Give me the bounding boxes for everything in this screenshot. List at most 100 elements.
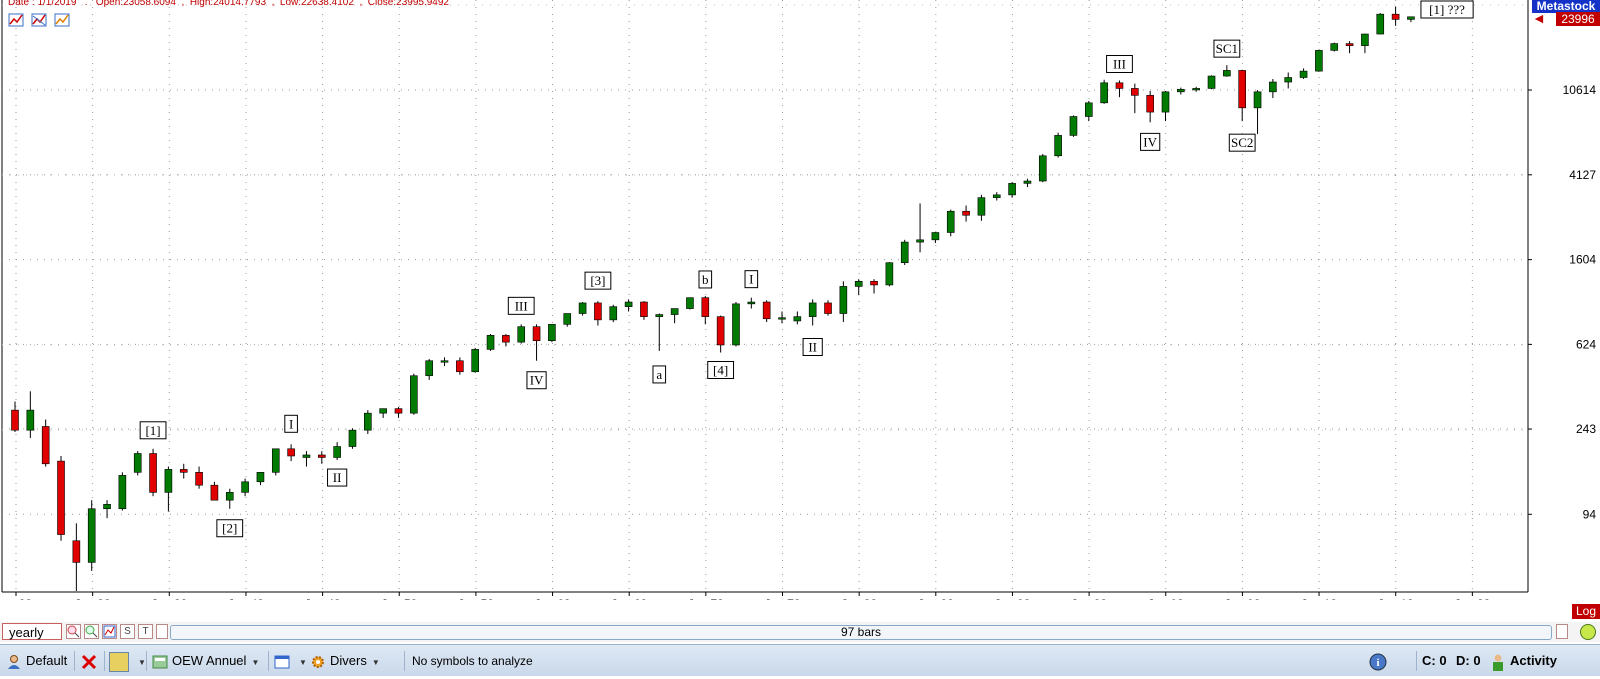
svg-text:i: i xyxy=(1376,657,1379,669)
wave-label: I xyxy=(744,270,759,289)
candle xyxy=(1361,33,1369,54)
candle xyxy=(778,311,786,324)
window-dropdown[interactable]: ▼ xyxy=(274,650,307,672)
candle-body-up xyxy=(1100,82,1108,104)
wave-label-text: b xyxy=(702,272,709,287)
candle xyxy=(962,205,970,222)
candle xyxy=(179,463,188,479)
candle xyxy=(977,194,986,221)
wave-label-box xyxy=(584,271,612,290)
candle-body-down xyxy=(1131,88,1139,96)
wave-label-text: [2] xyxy=(222,521,237,536)
d-count: D: 0 xyxy=(1456,653,1481,668)
candle xyxy=(532,324,541,361)
wave-label-box xyxy=(1420,0,1474,19)
status-text: No symbols to analyze xyxy=(412,654,533,668)
candle xyxy=(808,299,817,326)
wave-label-text: II xyxy=(333,470,342,485)
candle-body-down xyxy=(210,484,219,501)
layout-dropdown[interactable]: OEW Annuel ▼ xyxy=(152,650,259,672)
bars-count: 97 bars xyxy=(840,625,882,639)
candle xyxy=(471,347,480,373)
wave-label-box xyxy=(327,468,348,487)
s-button[interactable]: S xyxy=(120,624,135,639)
divers-dropdown[interactable]: Divers ▼ xyxy=(310,650,380,672)
wave-label-box xyxy=(802,338,823,357)
time-tick-label: Jan 48 xyxy=(305,597,341,600)
last-price-arrow-icon: ◄ xyxy=(1532,10,1546,26)
candle-body-up xyxy=(225,492,234,501)
price-tick-label: 4127 xyxy=(1569,168,1596,182)
candle-body-up xyxy=(486,335,495,350)
period-selector[interactable]: yearly xyxy=(2,623,62,640)
candle-body-up xyxy=(1284,77,1293,83)
activity-button[interactable]: Activity xyxy=(1490,650,1557,672)
candle-body-down xyxy=(394,408,403,414)
candle xyxy=(640,301,648,320)
log-scale-button[interactable]: Log xyxy=(1572,604,1600,619)
candle xyxy=(364,410,372,434)
zoom-in-icon[interactable] xyxy=(84,624,99,639)
candle xyxy=(11,401,19,433)
candle-body-down xyxy=(1345,43,1354,46)
candle xyxy=(931,232,940,244)
candle xyxy=(1054,132,1062,158)
toolbar-separator xyxy=(146,651,147,671)
scrollbar[interactable]: 97 bars xyxy=(170,625,1552,640)
price-chart[interactable]: [1][2]IIIIIIIV[3]ab[4]IIIIIIIVSC1SC2[1] … xyxy=(0,0,1600,600)
time-tick-label: Jan 18 xyxy=(1378,597,1414,600)
candle xyxy=(1238,69,1246,122)
candle xyxy=(854,279,863,296)
candle-body-up xyxy=(854,280,863,287)
candle-body-up xyxy=(164,469,173,493)
candle-body-down xyxy=(502,335,510,343)
candle-body-up xyxy=(548,324,556,342)
candle xyxy=(87,500,96,571)
wave-label: I xyxy=(284,414,298,433)
candle xyxy=(256,472,265,486)
candle xyxy=(1100,79,1108,104)
candle-body-down xyxy=(640,301,648,317)
candle-body-up xyxy=(1223,70,1231,77)
price-tick-label: 624 xyxy=(1576,337,1596,351)
wave-label-box xyxy=(507,296,535,315)
chart-area[interactable]: [1] [2] I II III IV [3] a b [4] I II III IV SC1 SC2 [1] … xyxy=(0,0,1600,619)
time-tick-label: Jan 73 xyxy=(688,597,724,600)
wave-label: SC1 xyxy=(1213,39,1241,58)
chart-tool-icon-2[interactable] xyxy=(31,12,49,28)
default-layout-button[interactable]: Default xyxy=(6,650,67,672)
zoom-out-icon[interactable] xyxy=(66,624,81,639)
candle xyxy=(118,472,127,511)
toolbar-separator xyxy=(268,651,269,671)
ohlc-info: Date : 1/1/2019 . Open:23058.6094 , High… xyxy=(8,0,449,8)
chart-style-icon[interactable] xyxy=(102,624,117,639)
candle xyxy=(1023,178,1032,188)
candle xyxy=(1115,80,1124,98)
user-icon xyxy=(6,654,22,670)
info-icon[interactable]: i xyxy=(1368,650,1388,672)
close-icon[interactable] xyxy=(80,650,98,672)
candle-body-down xyxy=(1391,13,1400,20)
open-label: Open:23058.6094 xyxy=(95,0,176,8)
scroll-row: yearly S T 97 bars xyxy=(0,622,1600,642)
candle-body-up xyxy=(609,306,618,321)
indicator-dropdown[interactable]: ▼ xyxy=(109,650,146,672)
candle-body-up xyxy=(271,448,280,473)
scroll-left-handle[interactable] xyxy=(156,624,168,639)
wave-label: III xyxy=(507,296,535,315)
c-count: C: 0 xyxy=(1422,653,1447,668)
end-of-data-icon[interactable] xyxy=(1580,624,1596,640)
chart-tool-icon-1[interactable] xyxy=(8,12,26,28)
candle xyxy=(701,295,710,325)
candle-body-up xyxy=(732,303,740,346)
time-tick-label: Jan 43 xyxy=(228,597,264,600)
candle-body-up xyxy=(103,504,111,510)
scroll-right-handle[interactable] xyxy=(1556,624,1568,639)
candle xyxy=(1069,115,1078,137)
candle xyxy=(1085,100,1093,122)
candle xyxy=(916,203,924,253)
chart-tool-icon-3[interactable] xyxy=(54,12,72,28)
t-button[interactable]: T xyxy=(138,624,153,639)
wave-label-text: [1] ??? xyxy=(1429,2,1465,17)
candle-body-up xyxy=(931,232,940,241)
